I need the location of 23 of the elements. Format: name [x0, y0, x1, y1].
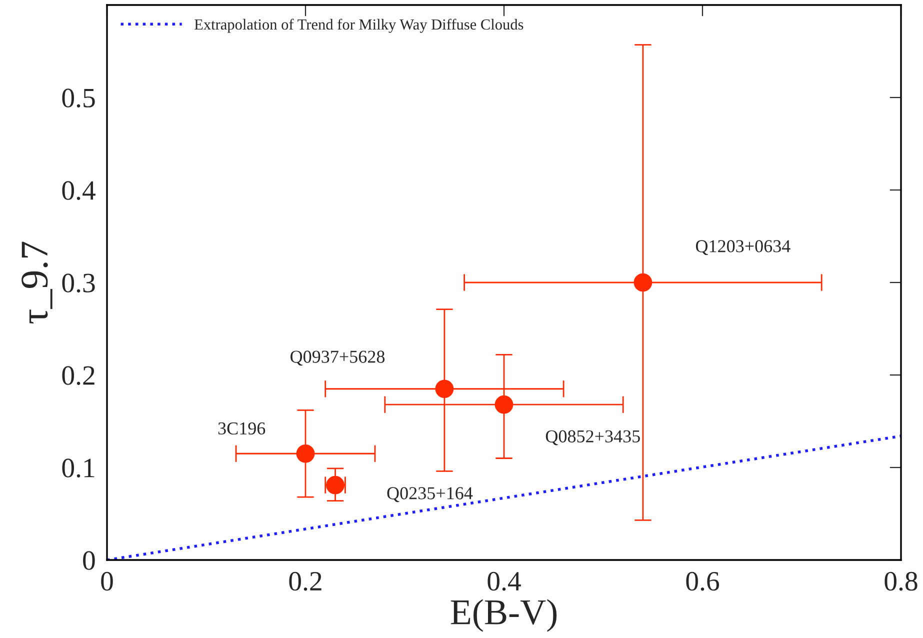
y-axis-title: τ_9.7 [22, 242, 52, 324]
x-axis-title: E(B-V) [450, 599, 557, 632]
legend-label: Extrapolation of Trend for Milky Way Diffuse Clouds [194, 18, 524, 33]
y-tick-label: 0.5 [62, 88, 95, 108]
y-tick-label: 0.3 [62, 274, 95, 293]
annotation: Q0852+3435 [546, 430, 640, 446]
point [494, 395, 514, 414]
point [435, 380, 454, 398]
point [634, 273, 652, 292]
annotation: Q0235+164 [387, 487, 473, 502]
annotation: 3C196 [218, 422, 266, 435]
x-tick-label: 0.8 [884, 572, 918, 591]
annotation: Q1203+0634 [696, 240, 790, 256]
x-tick-label: 0.4 [488, 572, 521, 591]
y-tick-label: 0 [83, 551, 95, 570]
annotation: Q0937+5628 [290, 350, 385, 366]
point [296, 444, 315, 463]
y-tick-label: 0.1 [62, 458, 94, 478]
y-tick-label: 0.4 [62, 181, 96, 200]
x-tick-label: 0.6 [686, 572, 720, 591]
x-tick-label: 0 [101, 572, 113, 591]
y-tick-label: 0.2 [62, 366, 94, 386]
x-tick-label: 0.2 [289, 572, 322, 591]
